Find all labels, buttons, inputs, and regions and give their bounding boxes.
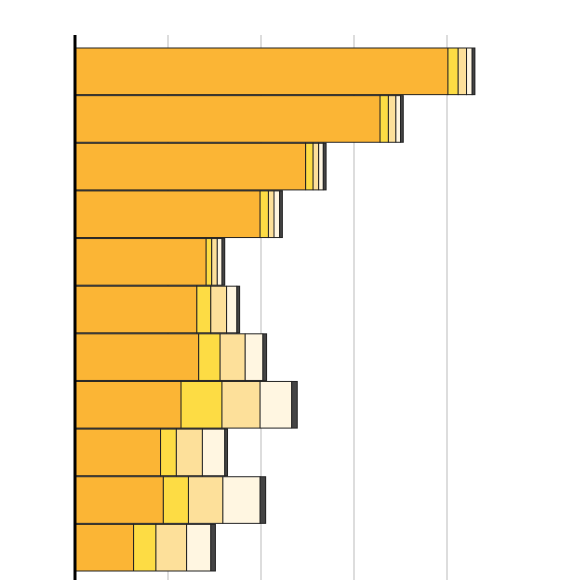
- bar-segment: [74, 333, 200, 381]
- bar-segment: [222, 476, 261, 524]
- bar-segment: [74, 95, 381, 143]
- bar-segment: [205, 238, 213, 286]
- bar-segment: [226, 285, 238, 334]
- bar-segment: [273, 190, 281, 239]
- bar-segment: [162, 476, 189, 524]
- bar-segment: [387, 95, 397, 143]
- bar-segment: [267, 190, 275, 239]
- bar-segment: [457, 47, 468, 96]
- bar-segment: [216, 238, 223, 286]
- bar-segment: [210, 285, 228, 334]
- bar-segment: [211, 238, 218, 286]
- bar-segment: [160, 428, 177, 477]
- bar-segment: [291, 380, 298, 429]
- bar-segment: [400, 95, 404, 143]
- bar-segment: [74, 380, 182, 429]
- bar-segment: [322, 142, 327, 191]
- bar-segment: [210, 523, 216, 572]
- bar-segment: [221, 380, 261, 429]
- bar-segment: [224, 428, 229, 477]
- bar-segment: [175, 428, 203, 477]
- bar-segment: [259, 476, 267, 524]
- bar-segment: [187, 476, 224, 524]
- bar-segment: [155, 523, 188, 572]
- bar-segment: [133, 523, 157, 572]
- bar-segment: [196, 285, 212, 334]
- bar-segment: [471, 47, 476, 96]
- bar-segment: [74, 285, 198, 334]
- bar-segment: [74, 523, 135, 572]
- bar-segment: [318, 142, 324, 191]
- bar-segment: [74, 47, 449, 96]
- bar-segment: [74, 190, 261, 239]
- bar-segment: [201, 428, 226, 477]
- bar-segment: [180, 380, 223, 429]
- bar-segment: [305, 142, 314, 191]
- bar-segment: [74, 428, 162, 477]
- bar-segment: [219, 333, 246, 381]
- bar-segment: [279, 190, 283, 239]
- bar-segment: [221, 238, 226, 286]
- bar-segment: [244, 333, 264, 381]
- bar-segment: [447, 47, 459, 96]
- bar-segment: [395, 95, 402, 143]
- bar-segment: [74, 238, 207, 286]
- bar-segment: [198, 333, 221, 381]
- bar-segment: [186, 523, 212, 572]
- bar-segment: [74, 476, 164, 524]
- bar-segment: [466, 47, 473, 96]
- bar-segment: [259, 190, 269, 239]
- bar-segment: [259, 380, 293, 429]
- bar-segment: [74, 142, 307, 191]
- bar-segment: [236, 285, 241, 334]
- bar-segment: [379, 95, 389, 143]
- bar-segment: [262, 333, 268, 381]
- bar-segment: [312, 142, 320, 191]
